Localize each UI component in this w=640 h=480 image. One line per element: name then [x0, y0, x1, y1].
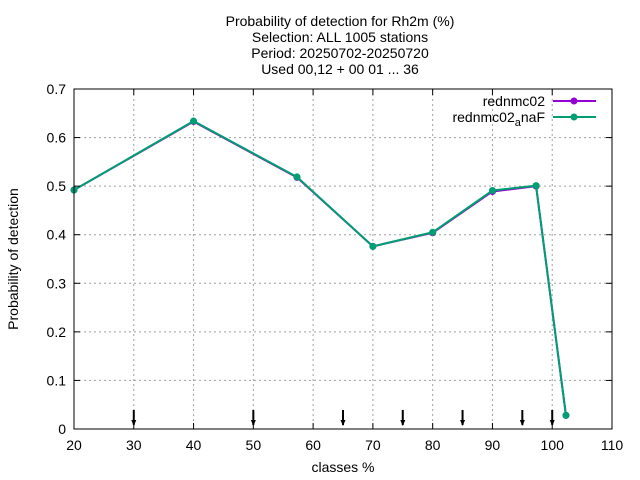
series-2-point [562, 411, 570, 419]
title-line-1: Probability of detection for Rh2m (%) [226, 13, 455, 29]
x-tick-label: 80 [425, 437, 441, 453]
x-tick-label: 110 [601, 437, 624, 453]
y-axis-label: Probability of detection [5, 188, 21, 330]
legend-label-series-2-sub: a [515, 117, 522, 129]
class-marker-arrow [460, 420, 466, 426]
legend-swatch-point-2 [570, 113, 578, 121]
x-tick-label: 30 [126, 437, 142, 453]
legend-label-series-2: rednmc02anaF [452, 109, 545, 129]
chart-title: Probability of detection for Rh2m (%) Se… [226, 13, 455, 77]
title-line-3: Period: 20250702-20250720 [251, 45, 429, 61]
y-tick-label: 0.6 [47, 130, 67, 146]
series-2-point [190, 117, 198, 125]
legend-label-series-2-tail: naF [521, 109, 545, 125]
grid [74, 89, 612, 429]
y-tick-label: 0.7 [47, 81, 67, 97]
y-tick-label: 0 [58, 421, 66, 437]
y-tick-label: 0.5 [47, 178, 67, 194]
x-tick-label: 100 [541, 437, 565, 453]
legend-label-series-1: rednmc02 [483, 93, 545, 109]
legend: rednmc02 rednmc02anaF [452, 93, 596, 129]
legend-swatch-point-1 [570, 97, 578, 105]
x-axis-label: classes % [311, 459, 374, 475]
x-tick-label: 70 [365, 437, 381, 453]
y-tick-label: 0.2 [47, 324, 67, 340]
title-line-2: Selection: ALL 1005 stations [252, 29, 428, 45]
y-tick-label: 0.3 [47, 275, 67, 291]
x-tick-label: 50 [246, 437, 262, 453]
series-layer [70, 117, 570, 419]
series-2-point [429, 228, 437, 236]
series-2-point [532, 182, 540, 190]
class-marker-arrow [519, 420, 525, 426]
class-marker-arrow [400, 420, 406, 426]
title-line-4: Used 00,12 + 00 01 ... 36 [261, 61, 419, 77]
y-tick-label: 0.1 [47, 372, 67, 388]
series-2-point [488, 187, 496, 195]
series-2-point [293, 173, 301, 181]
x-tick-label: 20 [66, 437, 82, 453]
plot-frame [73, 88, 613, 430]
axis-ticks: 20 30 40 50 60 70 80 90 100 110 0 0.1 0.2 0.3 0.4 0.5 0.… [47, 81, 624, 453]
series-2-point [369, 242, 377, 250]
legend-label-series-2-main: rednmc02 [452, 109, 514, 125]
class-marker-arrow [340, 420, 346, 426]
x-tick-label: 90 [485, 437, 501, 453]
y-tick-label: 0.4 [47, 227, 67, 243]
class-markers [131, 410, 555, 426]
x-tick-label: 60 [305, 437, 321, 453]
x-tick-label: 40 [186, 437, 202, 453]
series-line-2 [73, 119, 567, 416]
